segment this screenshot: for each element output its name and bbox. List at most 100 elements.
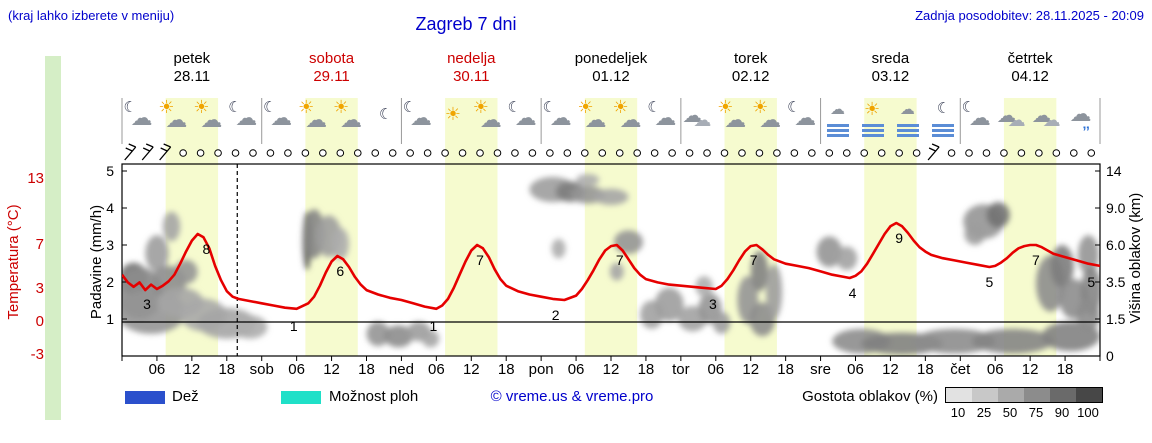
precip-tick-label: 1 [106,311,114,327]
sun-cloud-icon: ☀ ☁ [298,97,328,132]
precip-tick-label: 5 [106,163,114,179]
mist-icon: ☁ [891,98,925,144]
temp-value-label: 3 [143,296,151,312]
x-tick-label: sre [810,361,831,378]
cloud-blob [695,276,713,297]
cloud-blob [913,328,996,354]
x-tick-label: 06 [288,361,305,378]
wind-barb-icon [159,143,172,161]
wind-calm-icon [493,149,502,157]
cloud-tick-label: 1.5 [1106,311,1126,327]
wind-calm-icon [877,149,886,157]
cloud-density-scale-value: 75 [1028,405,1044,420]
precip-tick-label: 3 [106,237,114,253]
cloud-tick-label: 3.5 [1106,274,1126,290]
cloud-density-swatch [998,388,1024,402]
sun-cloud-icon: ☀ ☁ [158,97,188,132]
cloud-density-swatch [946,388,972,402]
showers-swatch [281,391,321,404]
x-tick-label: 18 [637,361,655,378]
cloud-density-swatch [1024,388,1050,402]
cloud-icon: ☁ ☁ [682,105,712,130]
wind-calm-icon [685,149,694,157]
cloud-rain-icon: ☁’’ [1069,101,1092,139]
wind-calm-icon [1052,149,1061,157]
wind-calm-icon [563,149,572,157]
day-date: 03.12 [871,68,910,85]
cloud-tick-label: 14 [1106,163,1122,179]
temp-value-label: 9 [895,230,904,246]
x-tick-label: 12 [323,361,340,378]
sun-icon: ☀ [444,104,461,124]
moon-mist-icon: ☾ [926,98,960,144]
x-tick-label: 12 [1021,361,1039,378]
cloud-moon-icon: ☾ ☁ [961,99,991,130]
cloud-blob [964,222,986,245]
wind-calm-icon [476,149,484,157]
cloud-blob [366,321,390,347]
x-tick-label: 18 [1056,361,1074,378]
temperature-scale-strip [45,56,61,420]
cloud-density-scale-value: 90 [1054,405,1070,420]
temp-value-label: 7 [476,252,484,268]
wind-calm-icon [1087,149,1096,157]
temp-value-label: 8 [202,241,211,257]
wind-barb-icon [927,143,940,161]
wind-calm-icon [790,149,799,157]
x-tick-label: 18 [777,361,794,378]
wind-calm-icon [406,149,414,157]
mist-icon: ☁ [821,98,855,144]
x-tick-label: ned [388,361,414,378]
wind-calm-icon [179,149,187,157]
cloud-blob [421,330,440,348]
cloud-blob [174,259,198,284]
day-date: 01.12 [592,68,630,85]
sun-cloud-icon: ☀ ☁ [577,97,607,132]
x-tick-label: 12 [882,361,899,378]
precip-tick-label: 2 [106,274,114,290]
day-name: četrtek [1007,50,1053,67]
x-tick-label: 06 [148,361,166,378]
temp-value-label: 5 [1087,274,1096,290]
day-name: nedelja [447,50,496,67]
temp-value-label: 5 [985,274,994,290]
day-name: petek [173,50,211,67]
copyright-link[interactable]: © vreme.us & vreme.pro [490,388,654,405]
wind-calm-icon [388,149,397,157]
day-date: 28.11 [173,68,211,85]
cloud-blob [232,315,268,339]
x-tick-label: 12 [602,361,620,378]
cloud-blob [986,202,1010,228]
day-date: 02.12 [731,68,770,85]
cloud-density-swatch [972,388,998,402]
temp-value-label: 2 [551,307,560,323]
cloud-tick-label: 0 [1106,348,1114,364]
cloud-blob [593,188,629,206]
cloud-blob [162,211,181,242]
wind-calm-icon [895,149,903,157]
day-name: torek [734,50,768,67]
cloud-density-swatch [1076,388,1102,402]
cloud-moon-icon: ☾ ☁ [507,99,537,130]
wind-calm-icon [441,149,449,157]
cloud-density-scale-value: 100 [1077,405,1099,420]
cloud-blob [383,325,414,348]
x-tick-label: 06 [428,361,445,378]
wind-calm-icon [301,149,310,157]
temp-value-label: 3 [708,296,717,312]
temp-tick-label: 3 [35,280,44,297]
wind-calm-icon [458,149,467,157]
wind-calm-icon [231,149,240,157]
wind-calm-icon [336,149,345,157]
wind-calm-icon [581,149,589,157]
x-tick-label: 18 [497,361,515,378]
cloud-density-scale-value: 25 [976,405,992,420]
wind-calm-icon [982,149,991,157]
cloud-blob [765,264,783,319]
rain-label: Dež [172,388,199,405]
wind-calm-icon [633,149,641,157]
x-tick-label: 18 [358,361,375,378]
cloud-icon: ☁ ☁ [1031,105,1061,130]
day-date: 30.11 [453,68,490,85]
wind-calm-icon [284,149,292,157]
